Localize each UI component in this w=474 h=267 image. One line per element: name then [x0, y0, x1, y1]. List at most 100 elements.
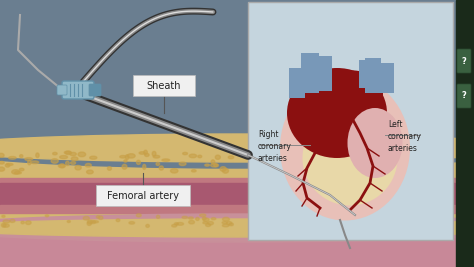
Ellipse shape	[67, 221, 70, 222]
Ellipse shape	[189, 154, 197, 158]
Ellipse shape	[19, 155, 23, 158]
Ellipse shape	[83, 217, 90, 220]
Ellipse shape	[116, 219, 120, 222]
Ellipse shape	[200, 214, 206, 217]
Ellipse shape	[189, 220, 194, 224]
Ellipse shape	[129, 222, 135, 224]
Ellipse shape	[196, 217, 199, 221]
Ellipse shape	[78, 152, 86, 157]
Ellipse shape	[0, 134, 474, 162]
Ellipse shape	[0, 128, 474, 168]
Ellipse shape	[87, 220, 92, 224]
Text: Left
coronary
arteries: Left coronary arteries	[388, 120, 422, 153]
Ellipse shape	[15, 171, 21, 174]
Ellipse shape	[10, 219, 15, 222]
Ellipse shape	[5, 164, 10, 167]
Bar	[0, 200, 474, 267]
Ellipse shape	[295, 73, 350, 123]
Ellipse shape	[203, 218, 209, 221]
Bar	[289, 68, 305, 98]
Ellipse shape	[96, 216, 100, 218]
Ellipse shape	[347, 108, 402, 178]
Ellipse shape	[203, 222, 208, 224]
Bar	[301, 53, 319, 93]
Ellipse shape	[27, 160, 31, 165]
Ellipse shape	[26, 221, 31, 225]
Ellipse shape	[12, 170, 19, 174]
Ellipse shape	[31, 161, 39, 164]
Ellipse shape	[206, 223, 210, 226]
Ellipse shape	[179, 162, 186, 166]
Bar	[0, 148, 474, 267]
Ellipse shape	[71, 162, 75, 164]
Ellipse shape	[1, 223, 6, 227]
Ellipse shape	[222, 222, 228, 224]
Ellipse shape	[128, 154, 135, 158]
Ellipse shape	[220, 167, 226, 171]
Ellipse shape	[0, 161, 4, 164]
Bar	[0, 148, 474, 178]
Text: Femoral artery: Femoral artery	[107, 191, 179, 201]
Ellipse shape	[85, 163, 91, 167]
FancyBboxPatch shape	[457, 84, 471, 108]
Ellipse shape	[145, 153, 149, 156]
Bar	[0, 213, 474, 228]
Bar	[0, 178, 474, 213]
Ellipse shape	[222, 217, 229, 221]
Ellipse shape	[215, 155, 220, 159]
Ellipse shape	[65, 161, 69, 166]
Ellipse shape	[144, 150, 147, 154]
Ellipse shape	[7, 163, 13, 166]
Ellipse shape	[46, 215, 49, 217]
Ellipse shape	[65, 151, 72, 155]
Ellipse shape	[156, 215, 160, 218]
FancyBboxPatch shape	[96, 185, 190, 206]
Bar	[0, 205, 474, 213]
Ellipse shape	[90, 156, 97, 159]
Ellipse shape	[60, 156, 68, 159]
Ellipse shape	[71, 157, 78, 161]
Ellipse shape	[177, 222, 183, 225]
Ellipse shape	[19, 168, 24, 171]
Ellipse shape	[70, 152, 76, 156]
Ellipse shape	[189, 217, 193, 219]
Ellipse shape	[210, 163, 218, 167]
Bar	[248, 2, 453, 240]
FancyBboxPatch shape	[89, 84, 101, 96]
Ellipse shape	[124, 160, 127, 162]
FancyBboxPatch shape	[57, 85, 67, 95]
Ellipse shape	[25, 158, 33, 160]
Ellipse shape	[152, 151, 156, 156]
Ellipse shape	[87, 170, 93, 174]
Ellipse shape	[222, 168, 228, 173]
Ellipse shape	[191, 170, 196, 172]
Ellipse shape	[211, 218, 216, 220]
Ellipse shape	[182, 216, 188, 218]
Ellipse shape	[60, 164, 64, 168]
Ellipse shape	[182, 152, 188, 155]
Ellipse shape	[51, 159, 58, 163]
Text: Right
coronary
arteries: Right coronary arteries	[258, 130, 292, 163]
Ellipse shape	[0, 214, 474, 242]
Ellipse shape	[146, 224, 149, 227]
Text: ?: ?	[462, 57, 466, 65]
Ellipse shape	[202, 217, 206, 220]
Ellipse shape	[323, 70, 383, 116]
Ellipse shape	[227, 222, 232, 225]
Ellipse shape	[120, 155, 126, 158]
Ellipse shape	[36, 153, 39, 158]
Ellipse shape	[3, 224, 9, 227]
Ellipse shape	[174, 223, 179, 225]
Ellipse shape	[53, 152, 57, 155]
Ellipse shape	[9, 156, 16, 159]
Bar	[380, 63, 394, 93]
Ellipse shape	[156, 162, 160, 166]
Text: ?: ?	[462, 92, 466, 100]
Ellipse shape	[0, 167, 5, 171]
Ellipse shape	[302, 111, 398, 206]
Ellipse shape	[280, 76, 410, 221]
Bar	[318, 56, 332, 91]
Bar	[365, 58, 381, 93]
Ellipse shape	[122, 164, 127, 169]
Ellipse shape	[137, 160, 140, 164]
